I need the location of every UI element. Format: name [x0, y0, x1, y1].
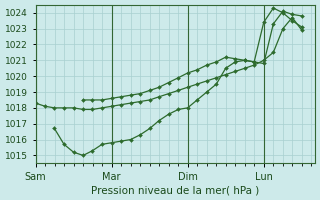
X-axis label: Pression niveau de la mer( hPa ): Pression niveau de la mer( hPa ) [91, 185, 260, 195]
